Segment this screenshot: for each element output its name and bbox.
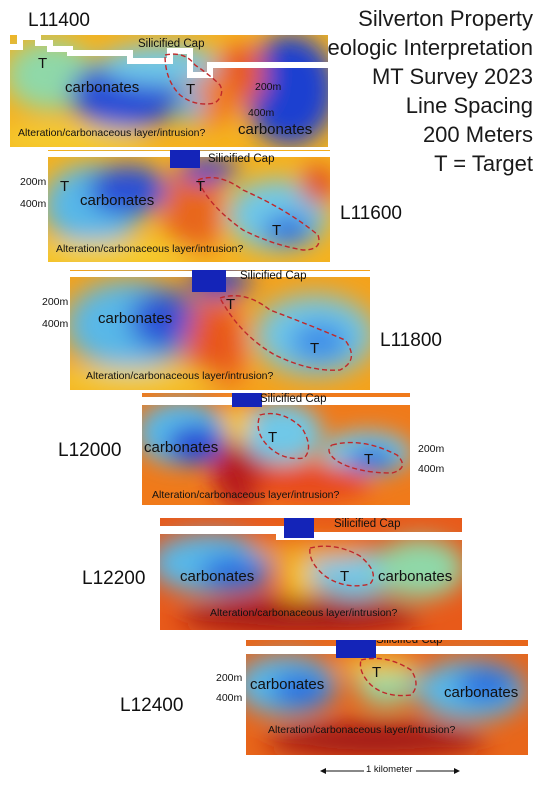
section-l12400: Silicified Cap T carbonates carbonates A… bbox=[246, 640, 528, 755]
target-marker: T bbox=[310, 340, 320, 357]
depth-200m-label: 200m bbox=[20, 176, 47, 188]
resistivity-section-l12000 bbox=[142, 393, 410, 505]
carbonates-label: carbonates bbox=[444, 684, 519, 701]
silicified-cap-label: Silicified Cap bbox=[260, 393, 327, 405]
line-label-l12400: L12400 bbox=[120, 695, 184, 716]
section-l12200: Silicified Cap carbonates T carbonates A… bbox=[160, 518, 462, 630]
carbonates-label: carbonates bbox=[238, 121, 313, 138]
resistivity-section-l11800 bbox=[70, 270, 370, 390]
target-marker: T bbox=[340, 568, 350, 585]
silicified-cap-label: Silicified Cap bbox=[208, 153, 275, 165]
depth-400m-label: 400m bbox=[248, 107, 275, 119]
target-marker: T bbox=[226, 296, 236, 313]
alteration-label: Alteration/carbonaceous layer/intrusion? bbox=[210, 607, 398, 619]
depth-400m-label: 400m bbox=[418, 463, 445, 475]
title-line-1: Silverton Property bbox=[358, 6, 533, 31]
silicified-cap-label: Silicified Cap bbox=[376, 640, 443, 646]
alteration-label: Alteration/carbonaceous layer/intrusion? bbox=[18, 127, 206, 139]
line-label-l11600: L11600 bbox=[340, 203, 402, 224]
alteration-label: Alteration/carbonaceous layer/intrusion? bbox=[152, 489, 340, 501]
silicified-cap-label: Silicified Cap bbox=[334, 518, 401, 530]
target-marker: T bbox=[186, 81, 196, 98]
target-marker: T bbox=[372, 664, 382, 681]
scale-bar: 1 kilometer bbox=[320, 764, 460, 778]
title-block: Silverton Property Geologic Interpretati… bbox=[310, 4, 533, 178]
section-l11600: Silicified Cap T T carbonates T Alterati… bbox=[48, 150, 330, 262]
title-line-2: Geologic Interpretation bbox=[310, 35, 533, 60]
depth-200m-label: 200m bbox=[255, 81, 282, 93]
section-l11800: Silicified Cap T carbonates T Alteration… bbox=[70, 270, 370, 390]
title-line-5: 200 Meters bbox=[422, 122, 533, 147]
resistivity-section-l11600 bbox=[48, 150, 330, 262]
carbonates-label: carbonates bbox=[250, 676, 325, 693]
carbonates-label: carbonates bbox=[65, 79, 140, 96]
silicified-cap-label: Silicified Cap bbox=[240, 270, 307, 282]
depth-400m-label: 400m bbox=[216, 692, 243, 704]
target-marker: T bbox=[196, 178, 206, 195]
resistivity-section-l12400 bbox=[246, 640, 528, 755]
carbonates-label: carbonates bbox=[80, 192, 155, 209]
title-line-4: Line Spacing bbox=[405, 93, 533, 118]
line-label-l12000: L12000 bbox=[58, 440, 122, 461]
depth-200m-label: 200m bbox=[42, 296, 69, 308]
title-line-3: MT Survey 2023 bbox=[371, 64, 533, 89]
alteration-label: Alteration/carbonaceous layer/intrusion? bbox=[56, 243, 244, 255]
depth-400m-label: 400m bbox=[42, 318, 69, 330]
depth-400m-label: 400m bbox=[20, 198, 47, 210]
alteration-label: Alteration/carbonaceous layer/intrusion? bbox=[86, 370, 274, 382]
alteration-label: Alteration/carbonaceous layer/intrusion? bbox=[268, 724, 456, 736]
scale-bar-label: 1 kilometer bbox=[366, 764, 413, 775]
section-l11400: Silicified Cap T carbonates T 200m 400m … bbox=[10, 35, 328, 147]
carbonates-label: carbonates bbox=[180, 568, 255, 585]
depth-200m-label: 200m bbox=[216, 672, 243, 684]
line-label-l11800: L11800 bbox=[380, 330, 442, 351]
carbonates-label: carbonates bbox=[144, 439, 219, 456]
target-marker: T bbox=[272, 222, 282, 239]
target-marker: T bbox=[38, 55, 48, 72]
resistivity-section-l12200 bbox=[160, 518, 462, 630]
target-marker: T bbox=[60, 178, 70, 195]
title-line-6: T = Target bbox=[434, 151, 533, 176]
scale-bar-arrows bbox=[320, 768, 460, 774]
section-l12000: Silicified Cap T carbonates T Alteration… bbox=[142, 393, 410, 505]
target-marker: T bbox=[268, 429, 278, 446]
carbonates-label: carbonates bbox=[378, 568, 453, 585]
line-label-l11400: L11400 bbox=[28, 10, 90, 31]
depth-200m-label: 200m bbox=[418, 443, 445, 455]
silicified-cap-label: Silicified Cap bbox=[138, 38, 205, 50]
carbonates-label: carbonates bbox=[98, 310, 173, 327]
line-label-l12200: L12200 bbox=[82, 568, 146, 589]
resistivity-section-l11400 bbox=[10, 35, 328, 147]
target-marker: T bbox=[364, 451, 374, 468]
